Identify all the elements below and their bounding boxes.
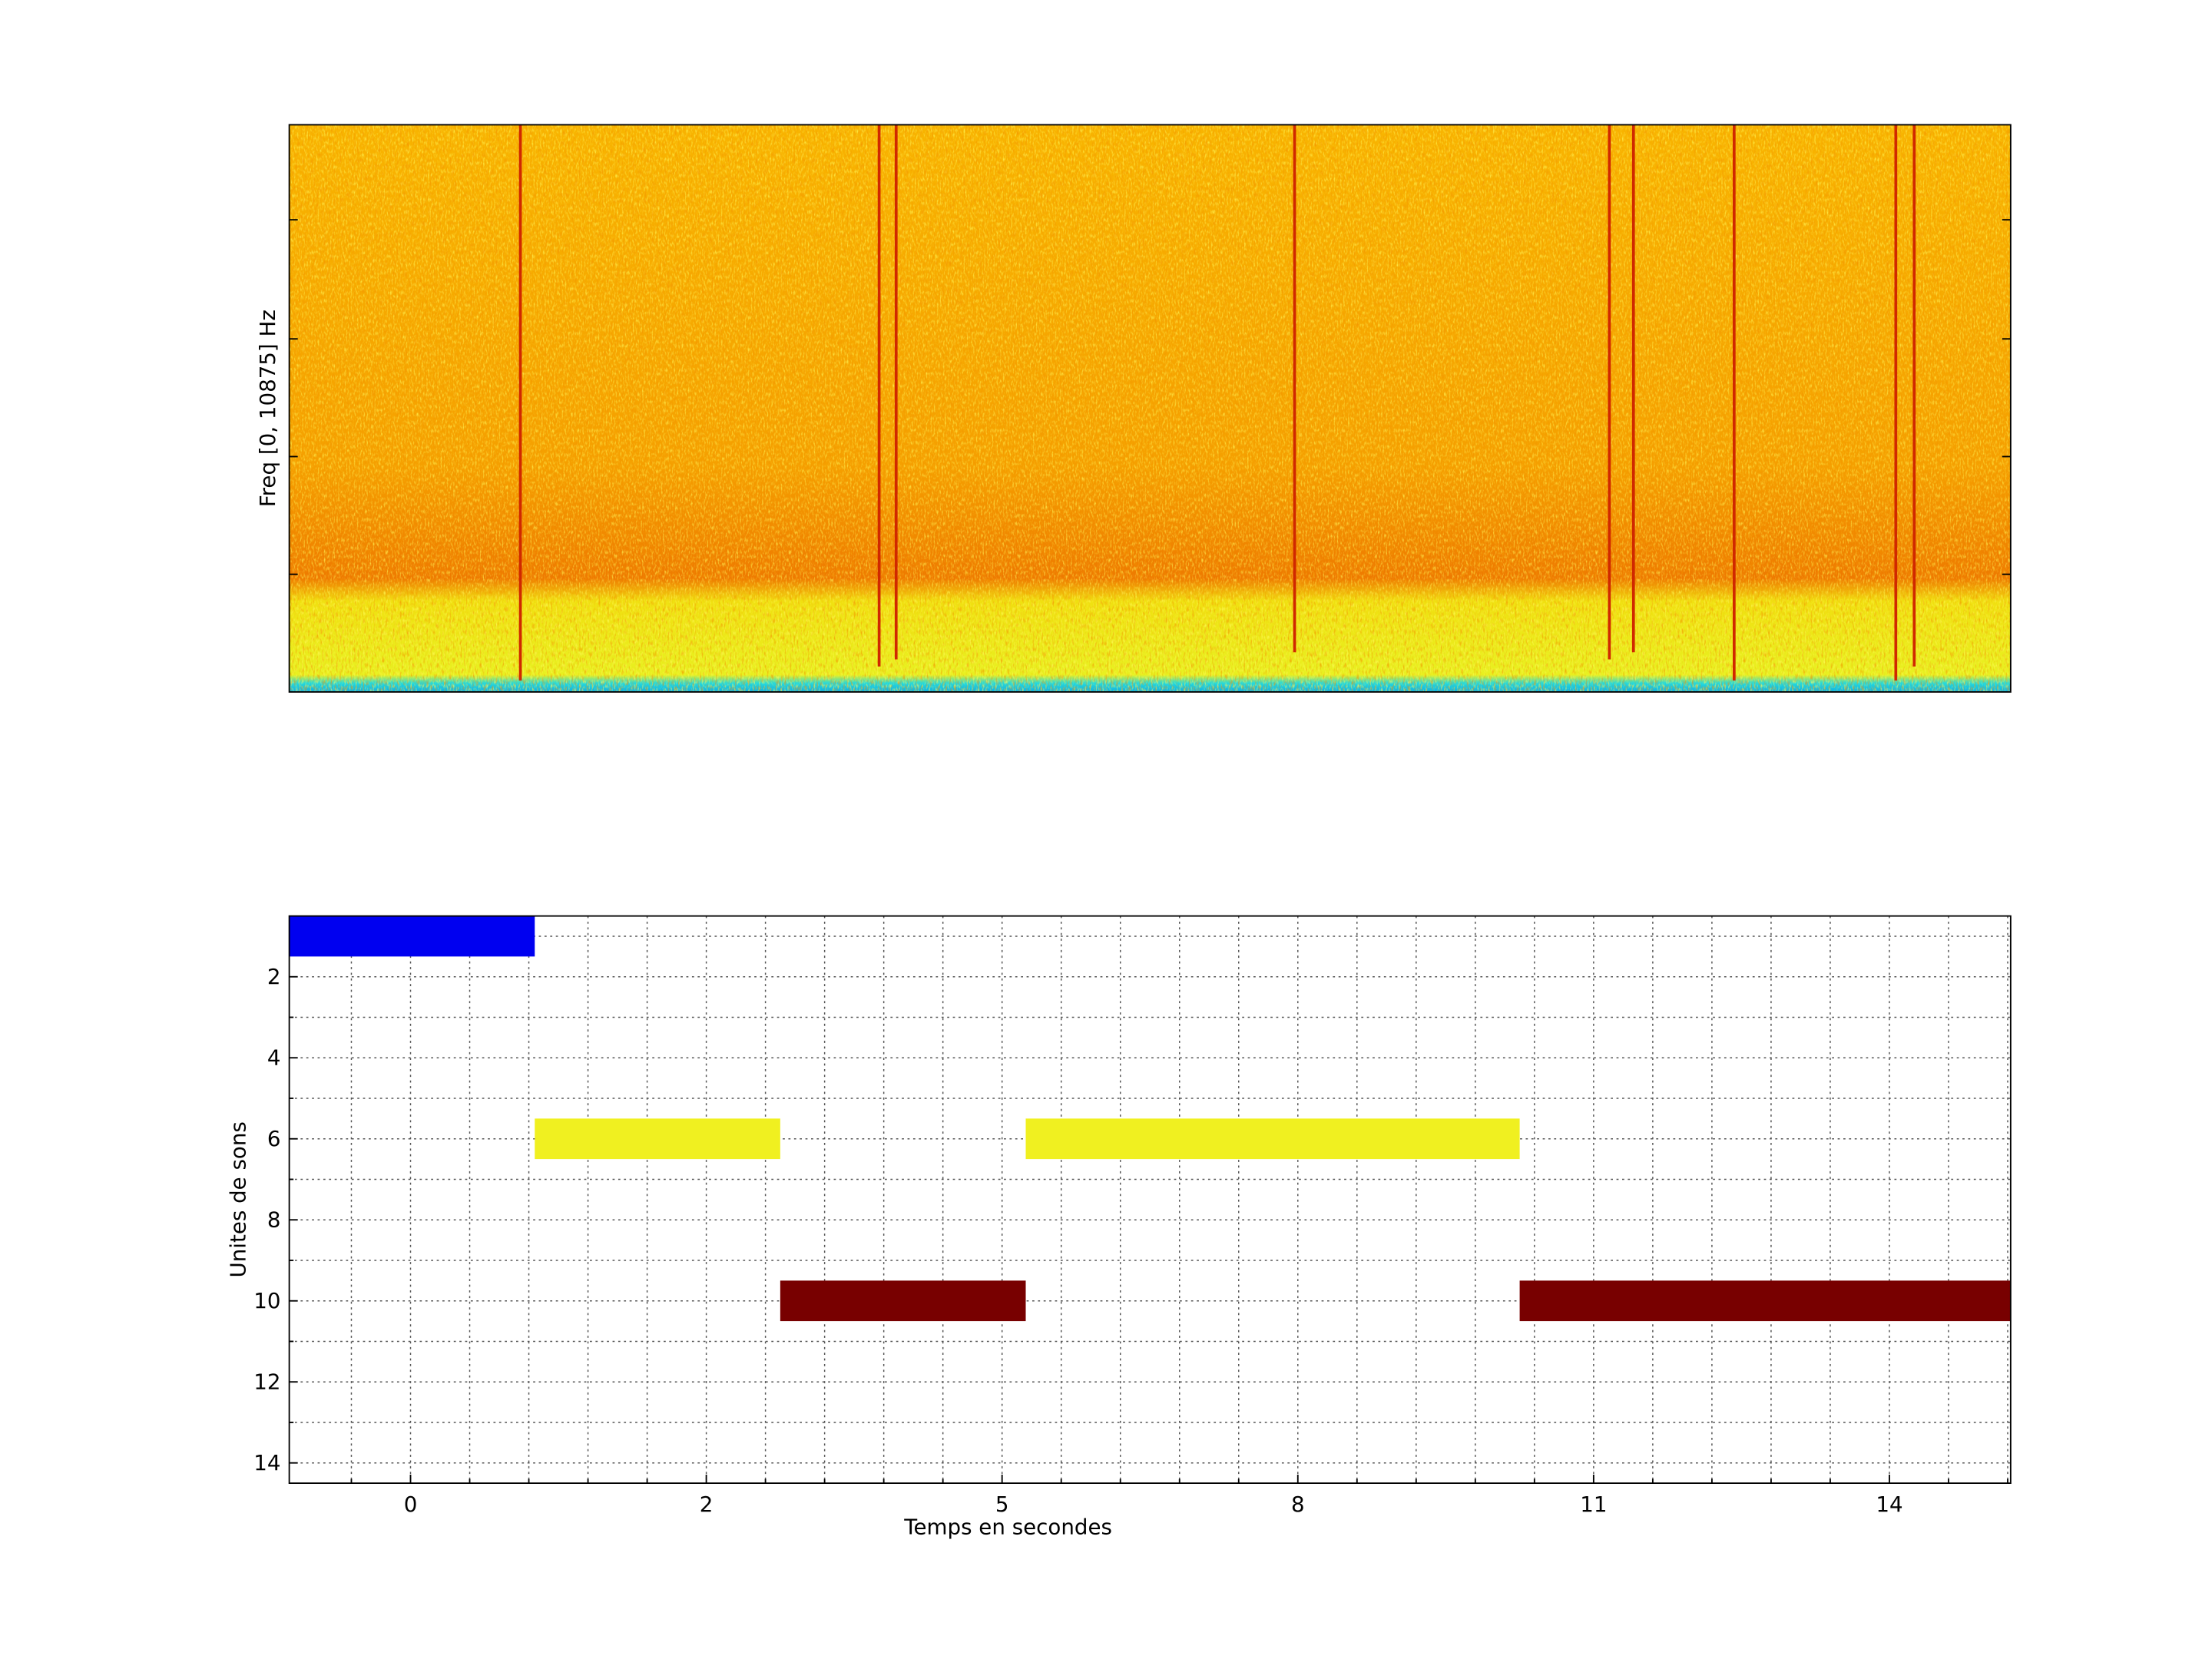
y-tick-label: 10 [253,1288,280,1313]
x-tick-label: 8 [1291,1492,1305,1517]
y-tick-label: 2 [267,964,281,989]
x-tick-label: 11 [1580,1492,1607,1517]
spectrogram-noise [289,124,2011,692]
x-tick-label: 5 [995,1492,1009,1517]
y-axis-label: Unites de sons [225,1121,250,1277]
bar [535,1118,780,1160]
gantt-plot: 0 2 5 8 11 14 2 4 6 8 10 12 14 Temps en secondes Unite… [225,915,2012,1540]
y-tick-label: 14 [253,1450,280,1475]
y-axis-label: Freq [0, 10875] Hz [255,310,280,507]
x-axis-label: Temps en secondes [903,1515,1112,1540]
y-tick-label: 4 [267,1045,281,1070]
bar [780,1280,1026,1322]
y-tick-label: 12 [253,1369,280,1394]
x-tick-label: 0 [404,1492,418,1517]
x-tick-label: 2 [700,1492,714,1517]
x-tick-label: 14 [1876,1492,1902,1517]
axis-ticks [289,219,2011,575]
spectrogram-transients [518,124,1916,681]
y-tick-label: 8 [267,1207,281,1232]
axes-frame [288,124,2012,693]
bar [1025,1118,1520,1160]
bar [1519,1280,2011,1322]
y-tick-label: 6 [267,1126,281,1151]
bar [289,916,535,957]
spectrogram: Freq [0, 10875] Hz [255,124,2012,693]
axes-frame [288,915,2012,1485]
